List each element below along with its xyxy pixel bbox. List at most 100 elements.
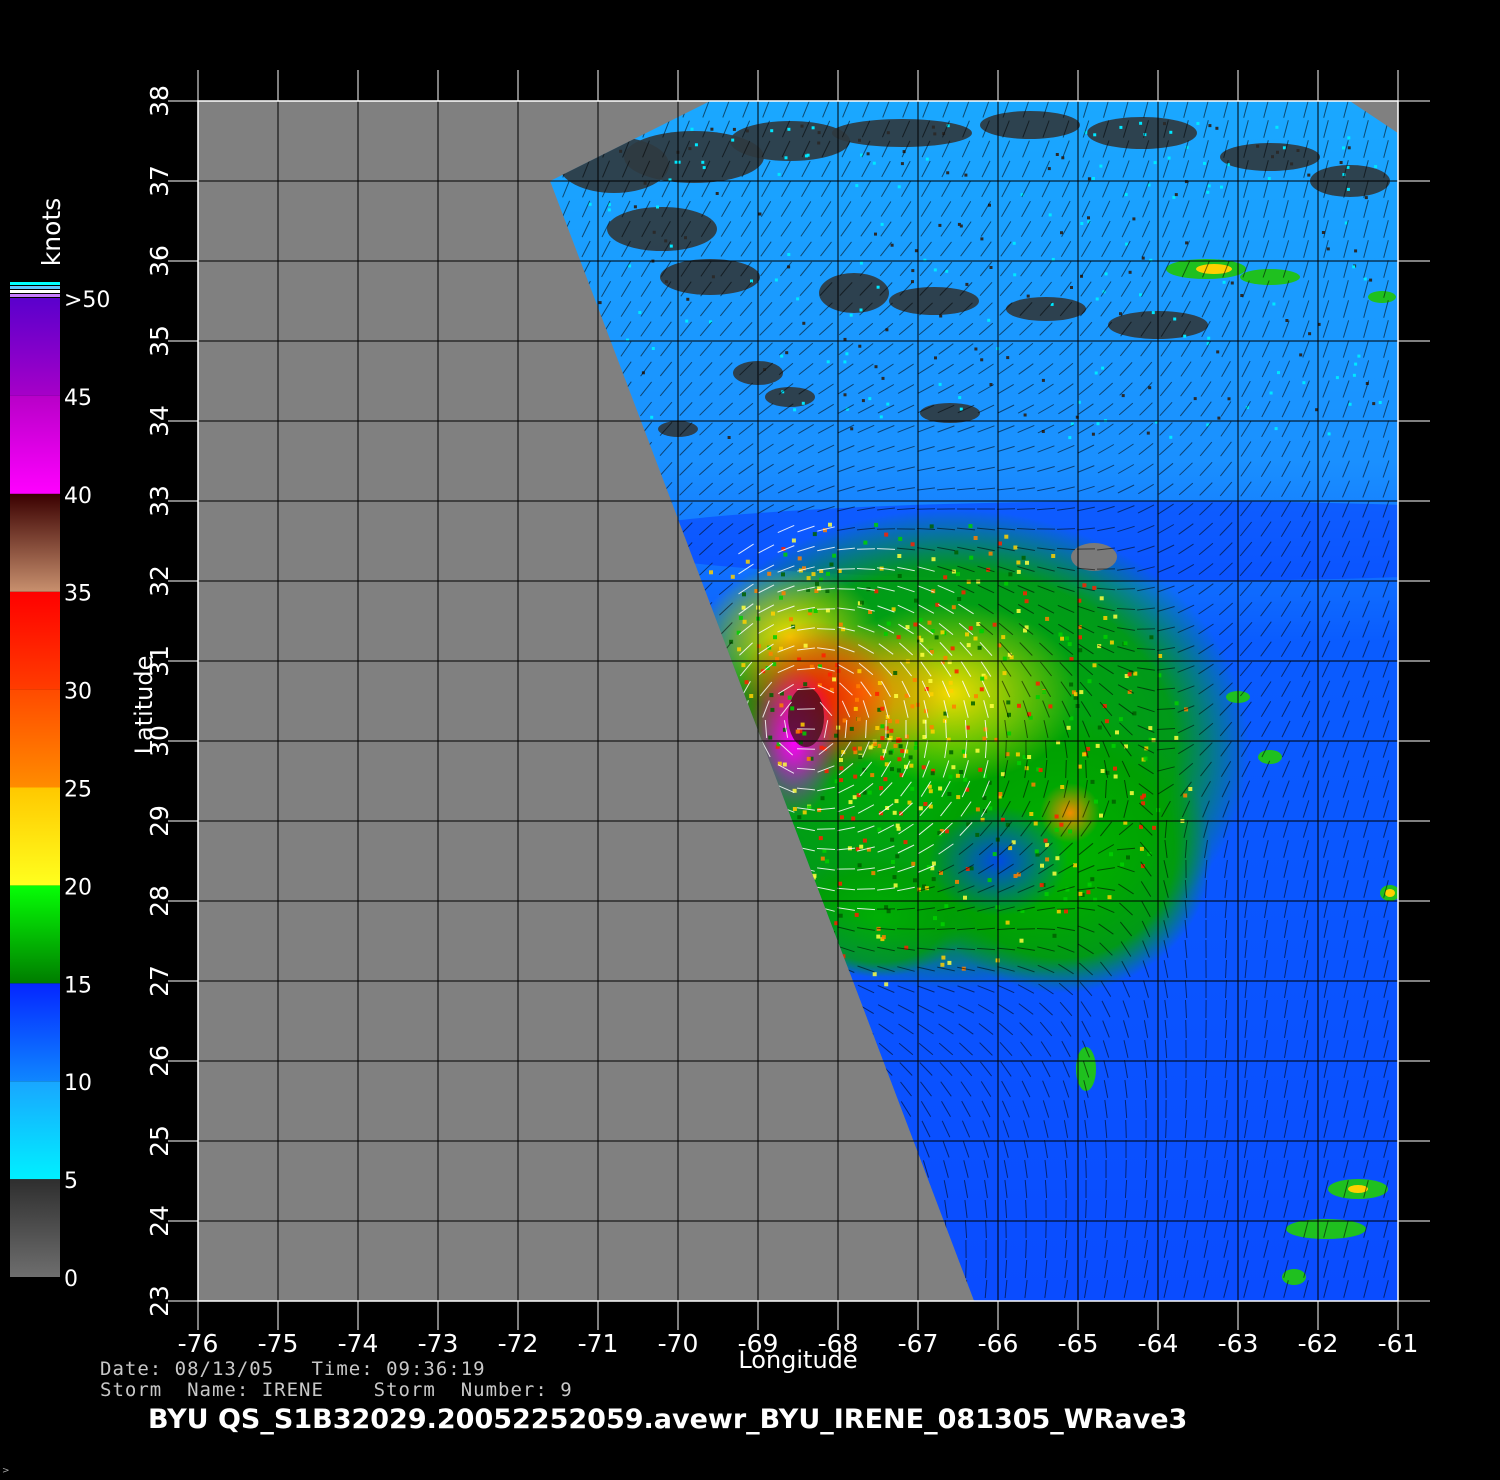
wind-vector (1022, 700, 1030, 718)
wind-vector (1160, 341, 1172, 357)
wind-vector (1043, 780, 1049, 798)
wind-speckle (1352, 373, 1356, 377)
wind-speckle (1207, 336, 1211, 340)
wind-vector (1057, 424, 1075, 434)
wind-speckle (801, 401, 805, 405)
wind-speckle (894, 694, 899, 698)
wind-vector (1202, 220, 1210, 238)
wind-vector (922, 1140, 930, 1158)
wind-vector (1343, 1280, 1349, 1298)
wind-vector (799, 302, 813, 316)
wind-vector (1343, 820, 1349, 838)
wind-speckle (784, 156, 788, 160)
wind-speckle (862, 790, 867, 795)
wind-vector (1280, 500, 1292, 518)
wind-vector (1261, 740, 1271, 758)
wind-vector (739, 642, 753, 656)
wind-vector (1224, 1039, 1228, 1059)
wind-vector (601, 240, 611, 258)
wind-vector (1282, 820, 1290, 838)
wind-speckle (884, 762, 889, 767)
wind-vector (1321, 640, 1331, 658)
wind-vector (758, 643, 774, 655)
wind-speckle (1056, 909, 1061, 914)
wind-vector (1343, 1220, 1349, 1238)
wind-vector (1119, 382, 1133, 396)
wind-speckle (868, 397, 872, 401)
wind-vector (762, 700, 770, 718)
wind-vector (1038, 983, 1054, 995)
wind-vector (1125, 1119, 1127, 1139)
wind-vector (1099, 321, 1113, 337)
wind-vector (1121, 260, 1131, 278)
wind-vector (1323, 1180, 1329, 1198)
wind-vector (859, 261, 873, 277)
wind-vector (1104, 1260, 1108, 1278)
wind-speckle (1146, 431, 1150, 435)
wind-vector (877, 445, 895, 453)
wind-vector (1363, 280, 1369, 298)
y-tick-label: 35 (145, 325, 174, 357)
wind-speckle (856, 793, 861, 798)
wind-speckle (980, 237, 984, 241)
wind-vector (901, 180, 911, 198)
wind-vector (942, 120, 950, 138)
wind-vector (1164, 840, 1168, 858)
wind-speckle (1064, 909, 1068, 914)
wind-vector (837, 445, 855, 453)
wind-vector (937, 864, 955, 874)
wind-speckle (880, 706, 885, 711)
wind-vector (1343, 1160, 1349, 1178)
wind-vector (581, 240, 591, 258)
wind-vector (900, 241, 912, 257)
wind-speckle (1105, 770, 1110, 775)
wind-speckle (1077, 625, 1082, 629)
wind-vector (1362, 580, 1370, 598)
wind-vector (959, 1061, 973, 1077)
wind-vector (1198, 703, 1214, 715)
wind-vector (761, 740, 771, 758)
wind-vector (919, 1062, 933, 1076)
wind-vector (1243, 1180, 1249, 1198)
wind-speckle (1352, 265, 1356, 269)
wind-speckle (607, 208, 611, 212)
wind-vector (1124, 1199, 1128, 1219)
wind-vector (1223, 1240, 1229, 1258)
wind-vector (1058, 982, 1074, 996)
wind-vector (798, 403, 814, 415)
wind-speckle (1078, 648, 1083, 653)
wind-vector (983, 1160, 989, 1178)
wind-speckle (1206, 190, 1210, 194)
wind-vector (718, 442, 734, 456)
wind-vector (680, 261, 692, 277)
wind-vector (1264, 1080, 1268, 1098)
wind-vector (720, 281, 732, 297)
wind-vector (1103, 760, 1109, 778)
wind-speckle (849, 313, 853, 317)
wind-vector (1024, 1259, 1028, 1279)
wind-vector (1302, 780, 1310, 798)
wind-vector (1117, 464, 1135, 474)
wind-vector (958, 622, 974, 636)
wind-vector (1163, 101, 1169, 118)
colorbar-top-stripe (10, 282, 60, 285)
wind-vector (941, 180, 951, 198)
wind-speckle (736, 630, 741, 635)
wind-speckle (1220, 185, 1223, 189)
wind-speckle (910, 542, 915, 547)
wind-vector (1323, 140, 1329, 158)
wind-vector (1303, 1060, 1309, 1078)
wind-speckle (1008, 572, 1013, 577)
wind-vector (1137, 504, 1155, 514)
wind-vector (1343, 1100, 1349, 1118)
wind-speckle (900, 162, 904, 166)
wind-vector (1017, 947, 1035, 951)
wind-vector (1303, 180, 1309, 198)
wind-vector (997, 404, 1015, 414)
wind-speckle (994, 737, 999, 742)
wind-vector (1122, 120, 1130, 138)
plot-frame (197, 100, 1399, 1302)
wind-vector (1219, 562, 1233, 576)
wind-vector (1164, 1220, 1168, 1238)
wind-speckle (938, 786, 943, 791)
